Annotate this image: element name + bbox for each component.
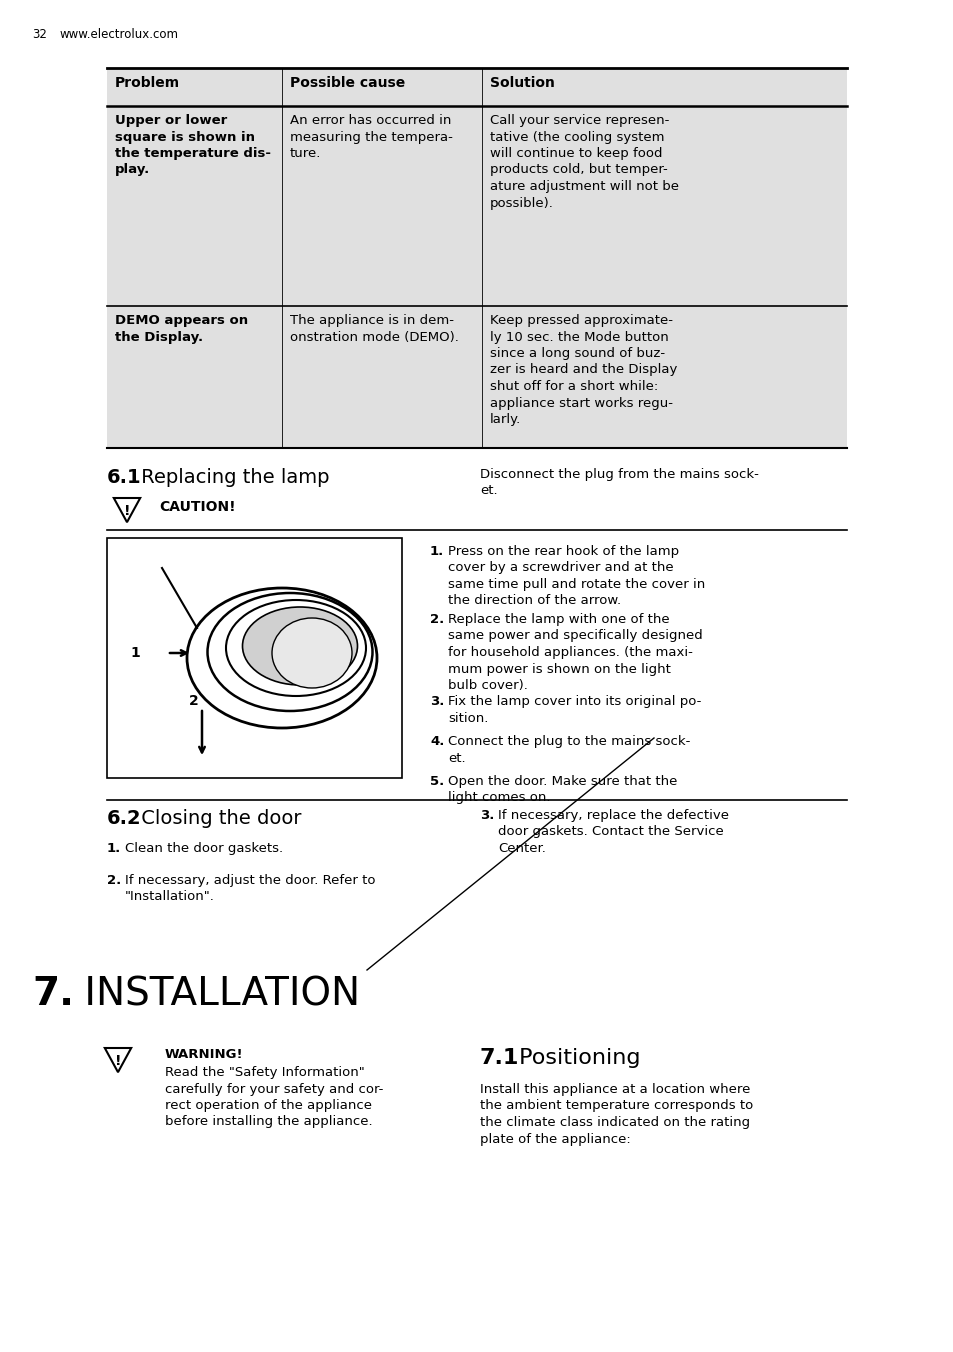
Text: 6.2: 6.2 xyxy=(107,808,141,827)
Text: 3.: 3. xyxy=(430,695,444,708)
Text: Press on the rear hook of the lamp
cover by a screwdriver and at the
same time p: Press on the rear hook of the lamp cover… xyxy=(448,545,704,607)
Text: Read the "Safety Information"
carefully for your safety and cor-
rect operation : Read the "Safety Information" carefully … xyxy=(165,1065,383,1129)
Text: Call your service represen-
tative (the cooling system
will continue to keep foo: Call your service represen- tative (the … xyxy=(490,114,679,210)
Text: Positioning: Positioning xyxy=(512,1048,639,1068)
Ellipse shape xyxy=(242,607,357,685)
Text: Install this appliance at a location where
the ambient temperature corresponds t: Install this appliance at a location whe… xyxy=(479,1083,753,1145)
Text: Closing the door: Closing the door xyxy=(135,808,301,827)
Text: DEMO appears on
the Display.: DEMO appears on the Display. xyxy=(115,314,248,343)
Bar xyxy=(107,538,401,777)
Text: Connect the plug to the mains sock-
et.: Connect the plug to the mains sock- et. xyxy=(448,735,690,764)
Text: Upper or lower
square is shown in
the temperature dis-
play.: Upper or lower square is shown in the te… xyxy=(115,114,271,177)
Text: 5.: 5. xyxy=(430,775,444,788)
Text: Solution: Solution xyxy=(490,76,555,91)
Text: WARNING!: WARNING! xyxy=(165,1048,243,1061)
Text: An error has occurred in
measuring the tempera-
ture.: An error has occurred in measuring the t… xyxy=(290,114,453,160)
Text: CAUTION!: CAUTION! xyxy=(159,500,235,514)
Text: 6.1: 6.1 xyxy=(107,468,141,487)
Text: Disconnect the plug from the mains sock-
et.: Disconnect the plug from the mains sock-… xyxy=(479,468,758,498)
Text: www.electrolux.com: www.electrolux.com xyxy=(60,28,179,41)
Text: 32: 32 xyxy=(32,28,47,41)
Text: 1.: 1. xyxy=(107,842,121,854)
Text: Keep pressed approximate-
ly 10 sec. the Mode button
since a long sound of buz-
: Keep pressed approximate- ly 10 sec. the… xyxy=(490,314,677,426)
Text: 4.: 4. xyxy=(430,735,444,748)
Text: !: ! xyxy=(114,1055,121,1068)
Text: Possible cause: Possible cause xyxy=(290,76,405,91)
Text: Open the door. Make sure that the
light comes on.: Open the door. Make sure that the light … xyxy=(448,775,677,804)
Text: 7.: 7. xyxy=(32,975,74,1013)
Text: If necessary, replace the defective
door gaskets. Contact the Service
Center.: If necessary, replace the defective door… xyxy=(497,808,728,854)
Text: Clean the door gaskets.: Clean the door gaskets. xyxy=(125,842,283,854)
Text: If necessary, adjust the door. Refer to
"Installation".: If necessary, adjust the door. Refer to … xyxy=(125,873,375,903)
Bar xyxy=(107,68,846,448)
Text: !: ! xyxy=(124,504,131,518)
Ellipse shape xyxy=(272,618,352,688)
Text: Replacing the lamp: Replacing the lamp xyxy=(135,468,329,487)
Text: 7.1: 7.1 xyxy=(479,1048,518,1068)
Text: Replace the lamp with one of the
same power and specifically designed
for househ: Replace the lamp with one of the same po… xyxy=(448,612,702,692)
Text: 3.: 3. xyxy=(479,808,494,822)
Text: 2: 2 xyxy=(189,694,198,708)
Text: Problem: Problem xyxy=(115,76,180,91)
Text: Fix the lamp cover into its original po-
sition.: Fix the lamp cover into its original po-… xyxy=(448,695,700,725)
Text: The appliance is in dem-
onstration mode (DEMO).: The appliance is in dem- onstration mode… xyxy=(290,314,458,343)
Text: 1.: 1. xyxy=(430,545,444,558)
Text: INSTALLATION: INSTALLATION xyxy=(71,975,359,1013)
Text: 1: 1 xyxy=(130,646,140,660)
Text: 2.: 2. xyxy=(107,873,121,887)
Text: 2.: 2. xyxy=(430,612,444,626)
